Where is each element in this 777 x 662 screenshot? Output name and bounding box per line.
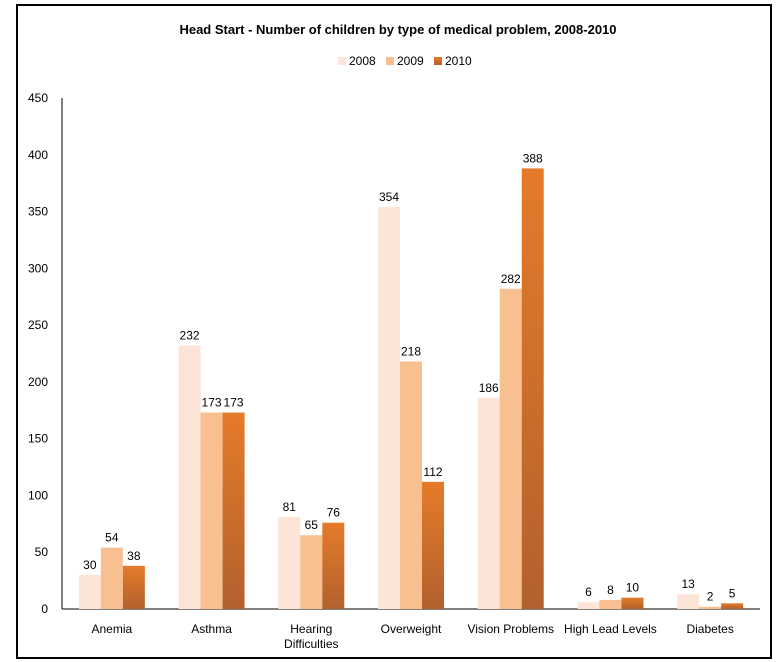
bar-2010 [422,482,444,609]
data-label-2008: 232 [180,329,200,343]
legend-label-2010: 2010 [445,54,472,68]
y-tick-label: 350 [28,205,48,219]
x-tick-label: High Lead Levels [564,622,657,636]
bar-2009 [300,535,322,609]
x-tick-label: Diabetes [686,622,733,636]
y-tick-label: 50 [35,545,49,559]
bar-2009 [201,413,223,609]
y-tick-label: 400 [28,148,48,162]
data-label-2009: 218 [401,344,421,358]
data-label-2010: 38 [127,549,141,563]
bar-2008 [577,602,599,609]
bar-2010 [621,598,643,609]
bar-2009 [500,289,522,609]
bar-2008 [179,346,201,609]
bars [79,168,743,609]
legend-swatch-2008 [338,57,346,65]
data-label-2010: 173 [224,396,244,410]
legend-label-2008: 2008 [349,54,376,68]
legend-label-2009: 2009 [397,54,424,68]
y-tick-label: 450 [28,91,48,105]
data-label-2009: 65 [305,518,319,532]
bar-2009 [101,548,123,609]
x-tick-label: Difficulties [284,637,338,651]
data-label-2010: 5 [729,586,736,600]
data-label-2008: 354 [379,190,399,204]
x-tick-label: Asthma [191,622,232,636]
x-tick-label: Overweight [381,622,442,636]
y-tick-label: 0 [41,602,48,616]
bar-2009 [400,361,422,609]
bar-2008 [677,594,699,609]
legend-swatch-2010 [434,57,442,65]
data-label-2009: 282 [501,272,521,286]
bar-2010 [522,168,544,609]
bar-2008 [278,517,300,609]
data-label-2009: 2 [707,590,714,604]
legend: 2008 2009 2010 [338,54,472,68]
data-label-2008: 30 [83,558,97,572]
bar-2008 [378,207,400,609]
legend-swatch-2009 [386,57,394,65]
bar-2010 [322,523,344,609]
data-label-2009: 54 [105,531,119,545]
data-label-2010: 388 [523,151,543,165]
chart-frame: Head Start - Number of children by type … [16,4,772,659]
bar-2010 [123,566,145,609]
data-label-2009: 173 [202,396,222,410]
y-axis: 0 50 100 150 200 250 300 350 400 450 [28,91,62,616]
y-tick-label: 100 [28,488,48,502]
data-label-2010: 76 [327,506,341,520]
x-tick-label: Hearing [290,622,332,636]
data-label-2008: 13 [681,577,695,591]
bar-2008 [79,575,101,609]
chart-title: Head Start - Number of children by type … [179,22,616,37]
chart-svg: Head Start - Number of children by type … [18,6,770,657]
bar-2010 [721,603,743,609]
data-label-2010: 112 [423,465,442,479]
y-tick-label: 200 [28,375,48,389]
x-tick-label: Vision Problems [467,622,553,636]
bar-2008 [478,398,500,609]
y-tick-label: 250 [28,318,48,332]
data-label-2008: 186 [479,381,499,395]
y-tick-label: 300 [28,261,48,275]
data-label-2008: 6 [585,585,592,599]
bar-2009 [699,607,721,609]
data-label-2009: 8 [607,583,614,597]
data-label-2008: 81 [283,500,297,514]
bar-2010 [223,413,245,609]
x-tick-label: Anemia [92,622,133,636]
y-tick-label: 150 [28,432,48,446]
bar-2009 [599,600,621,609]
data-label-2010: 10 [626,581,640,595]
